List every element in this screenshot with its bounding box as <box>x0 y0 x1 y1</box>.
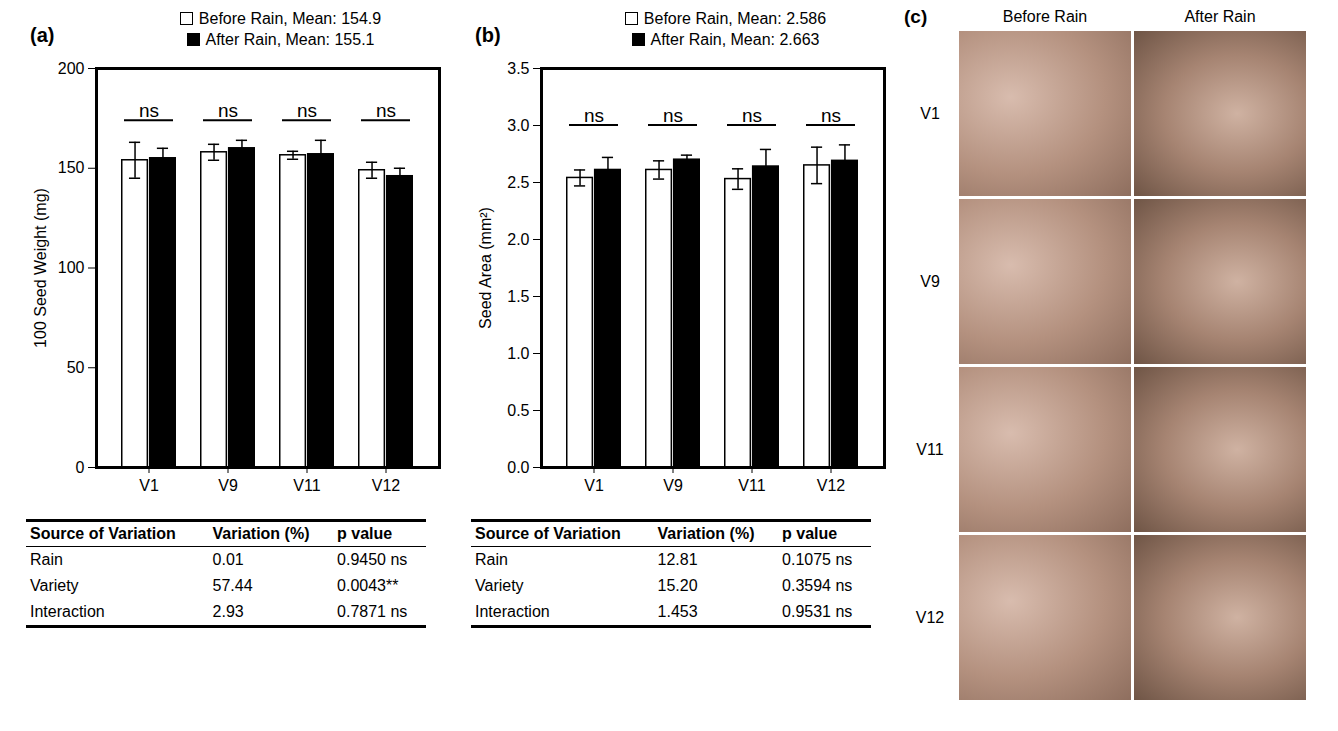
svg-text:V11: V11 <box>738 477 765 494</box>
svg-text:ns: ns <box>297 100 317 121</box>
html-text:Before Rain: Before Rain <box>1002 8 1088 25</box>
svg-text:100: 100 <box>58 259 85 276</box>
html-text:0.1075 ns: 0.1075 ns <box>782 551 853 568</box>
html-text:p value: p value <box>782 525 838 542</box>
svg-text:2.0: 2.0 <box>507 231 529 248</box>
svg-text:ns: ns <box>663 105 683 126</box>
html-text:0.3594 ns: 0.3594 ns <box>782 577 853 594</box>
html-text:15.20: 15.20 <box>657 577 698 594</box>
svg-text:V11: V11 <box>293 477 320 494</box>
html-text:(b): (b) <box>475 24 501 46</box>
svg-text:3.5: 3.5 <box>507 60 529 77</box>
svg-text:ns: ns <box>376 100 396 121</box>
html-text:Rain: Rain <box>30 551 63 568</box>
svg-text:1.0: 1.0 <box>507 345 529 362</box>
svg-text:V9: V9 <box>663 477 683 494</box>
html-text:57.44: 57.44 <box>212 577 253 594</box>
html-text:0.01: 0.01 <box>212 551 244 568</box>
html-text:V11: V11 <box>916 440 944 458</box>
svg-text:1.5: 1.5 <box>507 288 529 305</box>
html-text:Interaction: Interaction <box>475 603 550 620</box>
svg-text:ns: ns <box>742 105 762 126</box>
svg-text:0: 0 <box>76 459 85 476</box>
html-text:Interaction: Interaction <box>30 603 105 620</box>
svg-text:50: 50 <box>67 359 85 376</box>
html-text:2.93: 2.93 <box>212 603 244 620</box>
svg-text:Seed Area (mm²): Seed Area (mm²) <box>477 207 494 329</box>
svg-text:0.0: 0.0 <box>507 459 529 476</box>
html-text:Variety: Variety <box>475 577 524 594</box>
html-text:After Rain: After Rain <box>1184 8 1256 25</box>
html-text:Variation (%): Variation (%) <box>212 525 310 542</box>
svg-text:ns: ns <box>139 100 159 121</box>
svg-text:ns: ns <box>584 105 604 126</box>
html-text:V9: V9 <box>920 272 940 290</box>
html-text:After Rain, Mean: 155.1: After Rain, Mean: 155.1 <box>205 31 375 48</box>
html-text:Variation (%): Variation (%) <box>657 525 755 542</box>
html-text:(a): (a) <box>30 24 55 46</box>
html-text:12.81: 12.81 <box>657 551 698 568</box>
svg-text:V12: V12 <box>372 477 401 494</box>
svg-text:V1: V1 <box>584 477 604 494</box>
svg-text:ns: ns <box>218 100 238 121</box>
svg-text:0.5: 0.5 <box>507 402 529 419</box>
html-text:V12: V12 <box>915 608 945 626</box>
html-text:Rain: Rain <box>475 551 508 568</box>
html-text:1.453: 1.453 <box>657 603 698 620</box>
svg-text:150: 150 <box>58 159 85 176</box>
html-text:0.9531 ns: 0.9531 ns <box>782 603 853 620</box>
html-text:0.7871 ns: 0.7871 ns <box>337 603 408 620</box>
html-text:Before Rain, Mean: 154.9: Before Rain, Mean: 154.9 <box>198 10 382 27</box>
svg-text:V12: V12 <box>817 477 846 494</box>
html-text:Source of Variation: Source of Variation <box>475 525 621 542</box>
html-text:0.0043**: 0.0043** <box>337 577 399 594</box>
html-text:0.9450 ns: 0.9450 ns <box>337 551 408 568</box>
html-text:V1: V1 <box>920 104 940 122</box>
html-text:Source of Variation: Source of Variation <box>30 525 176 542</box>
svg-text:200: 200 <box>58 60 85 77</box>
svg-text:100 Seed Weight (mg): 100 Seed Weight (mg) <box>32 188 49 348</box>
html-text:Before Rain, Mean: 2.586: Before Rain, Mean: 2.586 <box>643 10 827 27</box>
svg-text:ns: ns <box>821 105 841 126</box>
svg-text:2.5: 2.5 <box>507 174 529 191</box>
html-text:Variety: Variety <box>30 577 79 594</box>
html-text:p value: p value <box>337 525 393 542</box>
html-text:(c): (c) <box>904 6 928 27</box>
svg-text:3.0: 3.0 <box>507 117 529 134</box>
html-text:After Rain, Mean: 2.663: After Rain, Mean: 2.663 <box>650 31 820 48</box>
svg-text:V9: V9 <box>218 477 238 494</box>
svg-text:V1: V1 <box>139 477 159 494</box>
